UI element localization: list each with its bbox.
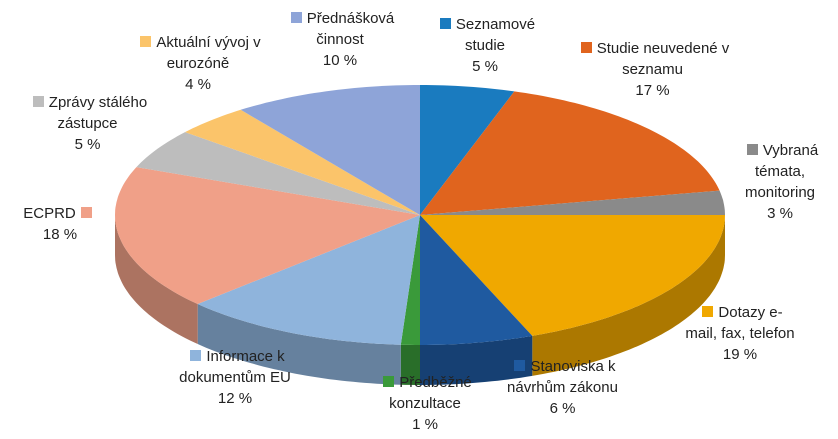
slice-side (532, 215, 725, 376)
slice-label: Seznamové studie 5 % (430, 14, 540, 77)
category-name: Zprávy stálého zástupce (48, 94, 148, 132)
category-name: Aktuální vývoj v eurozóně (156, 34, 261, 72)
value-label: 12 % (217, 390, 253, 407)
slice (420, 91, 720, 215)
category-name: Předběžné konzultace (389, 374, 472, 412)
category-name: Dotazy e-mail, fax, telefon (685, 304, 795, 342)
slice (420, 215, 533, 345)
slice-label: Zprávy stálého zástupce 5 % (5, 92, 170, 155)
value-label: 3 % (767, 205, 793, 222)
value-label: 19 % (722, 346, 758, 363)
slice-label: Vybraná témata, monitoring 3 % (725, 140, 835, 224)
category-name: Informace k dokumentům EU (179, 348, 291, 386)
category-name: Stanoviska k návrhům zákonu (507, 358, 618, 396)
category-name: Seznamové studie (455, 16, 536, 54)
legend-marker (140, 36, 152, 47)
label-name-line: Vybraná témata, monitoring (725, 140, 835, 203)
label-name-line: Přednášková činnost (275, 8, 405, 50)
slice-side (420, 335, 533, 385)
slice (197, 215, 420, 345)
label-name-line: Informace k dokumentům EU (170, 346, 300, 388)
legend-marker (580, 42, 592, 53)
slice (420, 215, 725, 336)
legend-marker (80, 207, 92, 218)
value-label: 5 % (74, 136, 101, 153)
category-name: ECPRD (23, 205, 76, 222)
label-name-line: Dotazy e-mail, fax, telefon (685, 302, 795, 344)
legend-marker (702, 306, 714, 317)
slice-label: ECPRD 18 % (15, 203, 105, 245)
slice (115, 167, 420, 304)
value-label: 10 % (322, 52, 358, 69)
label-name-line: Předběžné konzultace (360, 372, 490, 414)
value-label: 1 % (412, 416, 438, 433)
slice-side (197, 304, 401, 385)
label-name-line: Aktuální vývoj v eurozóně (118, 32, 278, 74)
slice (240, 85, 420, 215)
value-label: 17 % (635, 82, 670, 99)
slice (420, 85, 515, 215)
legend-marker (383, 376, 395, 387)
slice-label: Přednášková činnost 10 % (275, 8, 405, 71)
slice-label: Dotazy e-mail, fax, telefon 19 % (685, 302, 795, 365)
value-label: 6 % (549, 400, 576, 417)
value-label: 5 % (472, 58, 498, 75)
legend-marker (514, 360, 526, 371)
slice (400, 215, 420, 345)
value-label: 18 % (42, 226, 78, 243)
legend-marker (439, 18, 451, 29)
category-name: Přednášková činnost (306, 10, 395, 48)
slice-label: Předběžné konzultace 1 % (360, 372, 490, 435)
slice-side (115, 215, 198, 344)
slice-label: Stanoviska k návrhům zákonu 6 % (500, 356, 625, 419)
value-label: 4 % (185, 76, 211, 93)
label-name-line: Seznamové studie (430, 14, 540, 56)
slice-side (400, 344, 420, 385)
category-name: Studie neuvedené v seznamu (596, 40, 730, 78)
slice-label: Informace k dokumentům EU 12 % (170, 346, 300, 409)
legend-marker (190, 350, 202, 361)
legend-marker (32, 96, 44, 107)
legend-marker (290, 12, 302, 23)
slice (136, 132, 420, 215)
label-name-line: Studie neuvedené v seznamu (565, 38, 740, 80)
label-name-line: ECPRD (15, 203, 105, 224)
slice-label: Aktuální vývoj v eurozóně 4 % (118, 32, 278, 95)
legend-marker (746, 144, 758, 155)
slice-label: Studie neuvedené v seznamu 17 % (565, 38, 740, 101)
slice (185, 109, 420, 215)
slice (420, 190, 725, 215)
label-name-line: Zprávy stálého zástupce (5, 92, 170, 134)
category-name: Vybraná témata, monitoring (744, 142, 819, 201)
label-name-line: Stanoviska k návrhům zákonu (500, 356, 625, 398)
